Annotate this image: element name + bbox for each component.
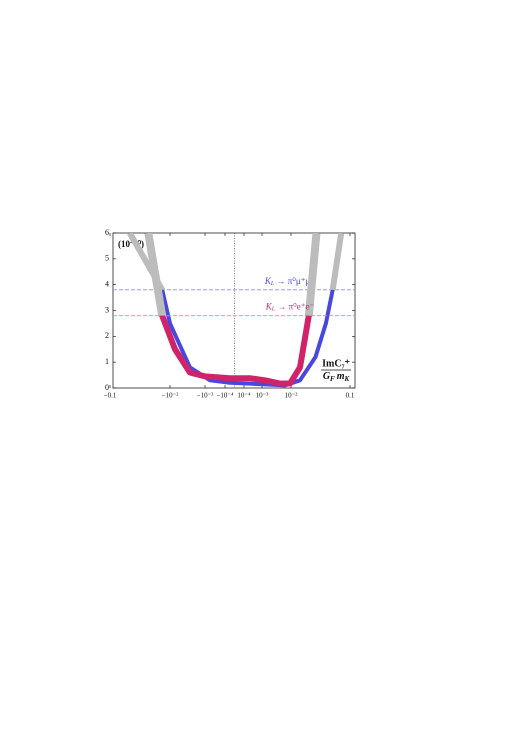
legend-label: KL → π⁰μ⁺μ⁻ xyxy=(264,276,315,287)
y-tick-label: 1 xyxy=(105,357,109,366)
x-tick-label: −10⁻² xyxy=(162,392,179,400)
legend-rest: → π⁰e⁺e⁻ xyxy=(275,302,314,312)
x-tick-label: 10⁻⁴ xyxy=(237,392,251,400)
x-label: ImC₇⁺ GF mK xyxy=(321,358,351,383)
y-tick-label: 4 xyxy=(105,279,109,288)
x-tick-label: −0.1 xyxy=(104,392,117,400)
y-unit-label: (10⁻¹⁰) xyxy=(118,239,144,249)
x-tick-label: −10⁻³ xyxy=(197,392,214,400)
x-label-denominator: GF mK xyxy=(323,371,351,382)
y-tick-label: 0 xyxy=(105,383,109,392)
y-tick-label: 2 xyxy=(105,331,109,340)
x-tick-label: 10⁻² xyxy=(285,392,298,400)
denominator-part: G xyxy=(323,371,331,382)
legend-symbol: K xyxy=(265,302,273,312)
x-tick-label: −10⁻⁴ xyxy=(216,392,234,400)
allowed-band xyxy=(159,315,312,387)
y-tick-label: 6 xyxy=(105,228,109,237)
x-label-numerator: ImC₇⁺ xyxy=(322,358,350,369)
legend-rest: → π⁰μ⁺μ⁻ xyxy=(274,276,315,286)
x-tick-label: 10⁻³ xyxy=(256,392,269,400)
y-tick-label: 5 xyxy=(105,254,109,263)
x-tick-label: 0.1 xyxy=(346,392,355,400)
denominator-part: K xyxy=(344,375,351,383)
legend-label: KL → π⁰e⁺e⁻ xyxy=(265,302,315,313)
denominator-part: F xyxy=(330,375,335,383)
legend-sub: L xyxy=(270,281,275,287)
legend-sub: L xyxy=(271,307,276,313)
legend-symbol: K xyxy=(264,276,272,286)
allowed-band xyxy=(159,289,335,388)
y-tick-label: 3 xyxy=(105,305,109,314)
denominator-part: m xyxy=(337,371,345,382)
